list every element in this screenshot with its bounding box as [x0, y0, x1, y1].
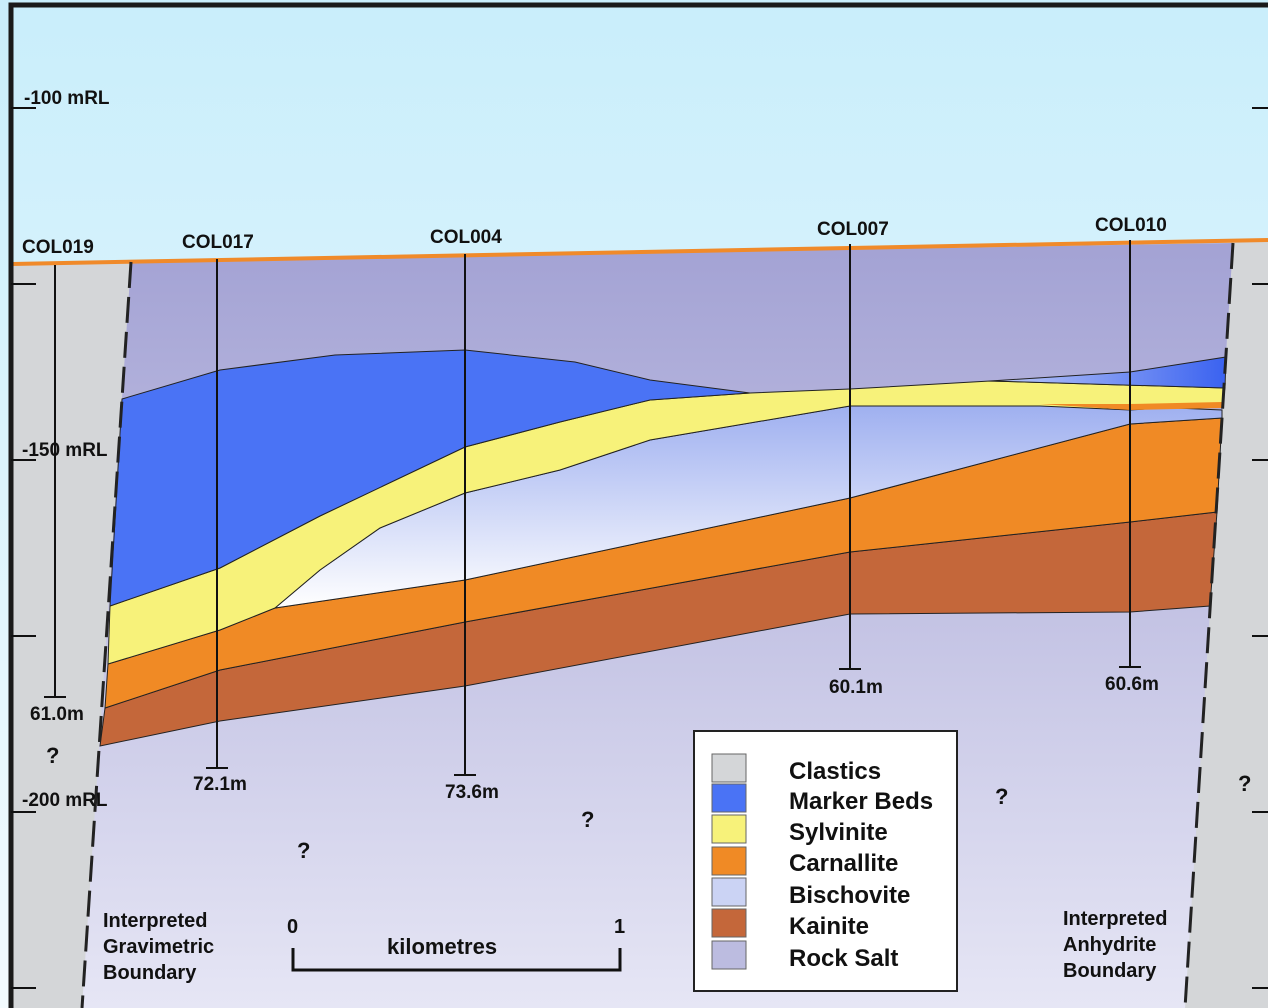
legend-swatch-carnallite — [711, 846, 747, 876]
drillhole-id-col019: COL019 — [22, 237, 94, 258]
surface-line — [11, 238, 1268, 266]
unknown-mark-3: ? — [581, 807, 594, 832]
svg-text:Interpreted: Interpreted — [1063, 908, 1167, 930]
drillhole-depth-col017: 72.1m — [193, 774, 247, 795]
drillhole-depth-col010: 60.6m — [1105, 674, 1159, 695]
unknown-mark-4: ? — [995, 784, 1008, 809]
elevation-label-100: -100 mRL — [24, 88, 110, 109]
drillhole-id-col010: COL010 — [1095, 215, 1167, 236]
frame-border — [8, 2, 1268, 1008]
left-boundary-note: Interpreted Gravimetric Boundary — [103, 910, 214, 984]
left-axis-ticks — [11, 107, 36, 989]
legend-swatch-marker-beds — [711, 783, 747, 813]
drillhole-depth-col019: 61.0m — [30, 704, 84, 725]
legend-swatch-sylvinite — [711, 814, 747, 844]
drillhole-id-col004: COL004 — [430, 227, 502, 248]
svg-text:Interpreted: Interpreted — [103, 910, 207, 932]
legend-label-bischovite: Bischovite — [789, 882, 910, 909]
drillhole-depth-col004: 73.6m — [445, 782, 499, 803]
legend-label-marker-beds: Marker Beds — [789, 788, 933, 815]
drillhole-depth-col007: 60.1m — [829, 677, 883, 698]
legend-label-carnallite: Carnallite — [789, 850, 898, 877]
svg-text:Anhydrite: Anhydrite — [1063, 934, 1156, 956]
scale-bar-start: 0 — [287, 916, 298, 938]
scale-bar-end: 1 — [614, 916, 625, 938]
legend-label-rock-salt: Rock Salt — [789, 945, 898, 972]
legend-label-kainite: Kainite — [789, 913, 869, 940]
right-boundary-line — [1183, 242, 1235, 1008]
legend-swatch-bischovite — [711, 877, 747, 907]
legend-label-clastics: Clastics — [789, 758, 881, 785]
marker-beds-layer — [109, 349, 751, 607]
svg-text:Gravimetric: Gravimetric — [103, 936, 214, 958]
elevation-label-150: -150 mRL — [22, 440, 108, 461]
legend-swatch-kainite — [711, 908, 747, 938]
right-axis-ticks — [1252, 107, 1268, 989]
left-boundary-line — [80, 261, 133, 1008]
elevation-label-200: -200 mRL — [22, 790, 108, 811]
drillhole-id-col017: COL017 — [182, 232, 254, 253]
drillhole-lines — [44, 240, 1141, 776]
scale-bar-unit: kilometres — [387, 934, 497, 959]
legend-swatch-rock-salt — [711, 940, 747, 970]
svg-text:Boundary: Boundary — [103, 962, 197, 984]
right-boundary-note: Interpreted Anhydrite Boundary — [1063, 908, 1167, 982]
unknown-mark-2: ? — [297, 838, 310, 863]
legend: Clastics Marker Beds Sylvinite Carnallit… — [693, 730, 958, 992]
legend-label-sylvinite: Sylvinite — [789, 819, 888, 846]
unknown-mark-5: ? — [1238, 771, 1251, 796]
legend-swatch-clastics — [711, 753, 747, 783]
svg-text:Boundary: Boundary — [1063, 960, 1157, 982]
scale-bar: 0 1 kilometres — [287, 916, 625, 972]
drillhole-id-col007: COL007 — [817, 219, 889, 240]
unknown-mark-1: ? — [46, 743, 59, 768]
